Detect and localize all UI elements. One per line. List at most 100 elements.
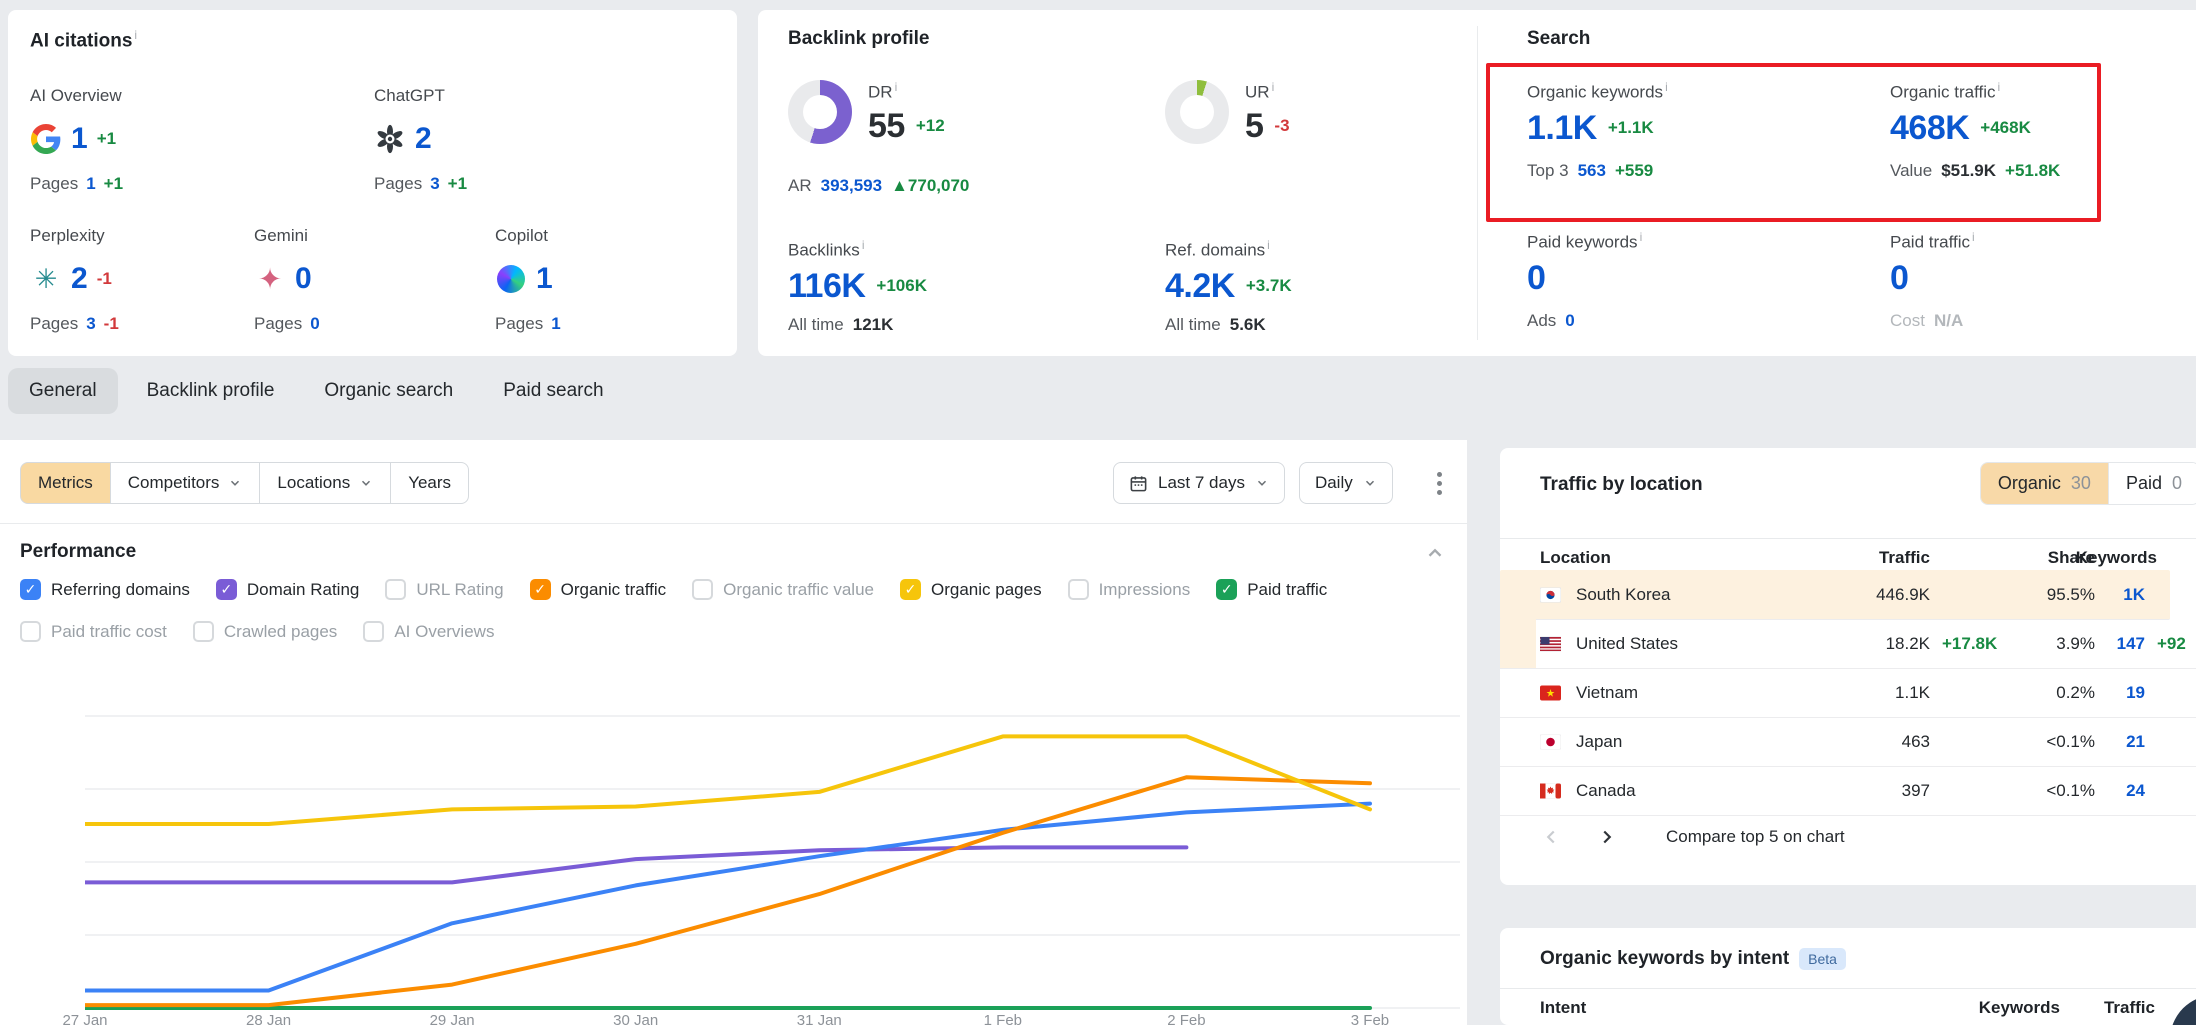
pages-count-link[interactable]: 1 bbox=[86, 174, 95, 194]
paid-keywords-value-link[interactable]: 0 bbox=[1527, 261, 1545, 295]
perplexity-count[interactable]: 2 bbox=[71, 264, 88, 294]
tab-general[interactable]: General bbox=[8, 368, 118, 414]
tab-paid-search[interactable]: Paid search bbox=[482, 368, 624, 414]
metric-checkbox-paid-traffic-cost[interactable]: Paid traffic cost bbox=[20, 621, 167, 642]
metric-checkbox-paid-traffic[interactable]: ✓ Paid traffic bbox=[1216, 579, 1327, 600]
ar-line: AR 393,593 ▲770,070 bbox=[788, 176, 969, 196]
locations-filter-button[interactable]: Locations bbox=[259, 462, 391, 504]
section-divider bbox=[1477, 26, 1478, 340]
organic-keywords-value-link[interactable]: 1.1K bbox=[1527, 111, 1597, 145]
x-axis-tick-label: 1 Feb bbox=[968, 1012, 1038, 1025]
dr-donut bbox=[788, 80, 852, 144]
ref-domains-value-link[interactable]: 4.2K bbox=[1165, 269, 1235, 303]
metric-checkbox-crawled-pages[interactable]: Crawled pages bbox=[193, 621, 337, 642]
traffic-by-location-card: Traffic by location Organic 30 Paid 0 Lo… bbox=[1500, 448, 2196, 885]
chatgpt-count[interactable]: 2 bbox=[415, 124, 432, 154]
info-icon[interactable]: i bbox=[1972, 230, 1975, 244]
metric-checkbox-organic-traffic-value[interactable]: Organic traffic value bbox=[692, 579, 874, 600]
ai-overview-delta: +1 bbox=[97, 129, 116, 149]
keywords-count-link[interactable]: 1K bbox=[2060, 585, 2145, 605]
keywords-count-link[interactable]: 21 bbox=[2060, 732, 2145, 752]
location-row-south-korea[interactable]: South Korea 446.9K 95.5% 1K bbox=[1500, 570, 2170, 620]
info-icon[interactable]: i bbox=[1665, 80, 1668, 94]
location-row-united-states[interactable]: United States 18.2K +17.8K 3.9% 147 +92 bbox=[1500, 619, 2196, 669]
backlinks-value-link[interactable]: 116K bbox=[788, 269, 865, 303]
competitors-filter-button[interactable]: Competitors bbox=[110, 462, 261, 504]
ai-citation-perplexity: Perplexity ✳ 2 -1 Pages 3 -1 bbox=[30, 226, 119, 334]
metric-checkbox-organic-traffic[interactable]: ✓ Organic traffic bbox=[530, 579, 667, 600]
dr-value: 55 bbox=[868, 109, 905, 143]
metrics-filter-button[interactable]: Metrics bbox=[20, 462, 111, 504]
series-domain-rating bbox=[85, 847, 1186, 882]
ai-citation-ai-overview: AI Overview 1 +1 Pages 1 +1 bbox=[30, 86, 123, 194]
location-row-canada[interactable]: Canada 397 <0.1% 24 bbox=[1500, 766, 2196, 816]
flag-south-korea-icon bbox=[1540, 587, 1561, 602]
backlink-profile-title: Backlink profile bbox=[788, 28, 930, 50]
copilot-count[interactable]: 1 bbox=[536, 264, 553, 294]
tab-backlink-profile[interactable]: Backlink profile bbox=[126, 368, 296, 414]
copilot-icon bbox=[495, 263, 527, 295]
chatgpt-icon bbox=[374, 123, 406, 155]
info-icon[interactable]: i bbox=[1267, 238, 1270, 252]
top3-value-link[interactable]: 563 bbox=[1578, 161, 1606, 181]
keywords-count-link[interactable]: 24 bbox=[2060, 781, 2145, 801]
keywords-by-intent-title: Organic keywords by intent bbox=[1540, 948, 1789, 970]
info-icon[interactable]: i bbox=[134, 28, 137, 42]
checkbox-unchecked-icon bbox=[20, 621, 41, 642]
metric-checkbox-domain-rating[interactable]: ✓ Domain Rating bbox=[216, 579, 359, 600]
organic-keywords-stat: Organic keywordsi 1.1K +1.1K Top 3 563 +… bbox=[1527, 80, 1668, 181]
checkbox-checked-icon: ✓ bbox=[900, 579, 921, 600]
collapse-section-button[interactable] bbox=[1424, 542, 1446, 569]
metric-checkbox-url-rating[interactable]: URL Rating bbox=[385, 579, 503, 600]
organic-traffic-value-link[interactable]: 468K bbox=[1890, 111, 1969, 145]
ads-value-link[interactable]: 0 bbox=[1565, 311, 1574, 331]
keywords-count-link[interactable]: 147 bbox=[2060, 634, 2145, 654]
performance-chart[interactable] bbox=[85, 658, 1460, 1016]
chevron-left-icon[interactable] bbox=[1540, 826, 1562, 848]
pages-count-link[interactable]: 1 bbox=[551, 314, 560, 334]
metric-checkbox-referring-domains[interactable]: ✓ Referring domains bbox=[20, 579, 190, 600]
metric-checkbox-impressions[interactable]: Impressions bbox=[1068, 579, 1191, 600]
pages-count-link[interactable]: 0 bbox=[310, 314, 319, 334]
keywords-count-link[interactable]: 19 bbox=[2060, 683, 2145, 703]
paid-traffic-stat: Paid traffici 0 Cost N/A bbox=[1890, 230, 1975, 331]
location-row-vietnam[interactable]: Vietnam 1.1K 0.2% 19 bbox=[1500, 668, 2196, 718]
info-icon[interactable]: i bbox=[895, 80, 898, 94]
checkbox-unchecked-icon bbox=[385, 579, 406, 600]
tab-organic-search[interactable]: Organic search bbox=[303, 368, 474, 414]
paid-keywords-stat: Paid keywordsi 0 Ads 0 bbox=[1527, 230, 1642, 331]
organic-traffic-stat: Organic traffici 468K +468K Value $51.9K… bbox=[1890, 80, 2060, 181]
pages-count-link[interactable]: 3 bbox=[86, 314, 95, 334]
ar-value-link[interactable]: 393,593 bbox=[821, 176, 882, 196]
info-icon[interactable]: i bbox=[1998, 80, 2001, 94]
google-g-icon bbox=[30, 123, 62, 155]
metric-checkbox-row-1: ✓ Referring domains ✓ Domain Rating URL … bbox=[20, 579, 1327, 600]
chevron-up-icon bbox=[1424, 542, 1446, 564]
info-icon[interactable]: i bbox=[1272, 80, 1275, 94]
granularity-button[interactable]: Daily bbox=[1299, 462, 1393, 504]
info-icon[interactable]: i bbox=[862, 238, 865, 252]
location-row-japan[interactable]: Japan 463 <0.1% 21 bbox=[1500, 717, 2196, 767]
performance-panel: Metrics Competitors Locations Years Last… bbox=[0, 440, 1467, 1025]
toggle-organic[interactable]: Organic 30 bbox=[1981, 463, 2108, 504]
flag-japan-icon bbox=[1540, 734, 1561, 749]
beta-badge: Beta bbox=[1799, 948, 1846, 970]
ai-citation-copilot: Copilot 1 Pages 1 bbox=[495, 226, 561, 334]
chevron-right-icon[interactable] bbox=[1596, 826, 1618, 848]
filter-button-group: Metrics Competitors Locations Years bbox=[20, 462, 469, 504]
ai-overview-count[interactable]: 1 bbox=[71, 124, 88, 154]
date-range-button[interactable]: Last 7 days bbox=[1113, 462, 1285, 504]
kebab-menu-icon[interactable] bbox=[1433, 468, 1446, 499]
metric-checkbox-ai-overviews[interactable]: AI Overviews bbox=[363, 621, 494, 642]
row-highlight-edge bbox=[1500, 619, 1536, 668]
chevron-down-icon bbox=[1255, 476, 1269, 490]
paid-traffic-value-link[interactable]: 0 bbox=[1890, 261, 1908, 295]
years-filter-button[interactable]: Years bbox=[390, 462, 469, 504]
compare-top5-link[interactable]: Compare top 5 on chart bbox=[1666, 827, 1845, 847]
pages-count-link[interactable]: 3 bbox=[430, 174, 439, 194]
info-icon[interactable]: i bbox=[1640, 230, 1643, 244]
metric-checkbox-organic-pages[interactable]: ✓ Organic pages bbox=[900, 579, 1042, 600]
gemini-count[interactable]: 0 bbox=[295, 264, 312, 294]
toggle-paid[interactable]: Paid 0 bbox=[2108, 463, 2196, 504]
ahrefs-overview-dashboard: AI citationsi AI Overview 1 +1 Pages bbox=[0, 0, 2196, 1025]
